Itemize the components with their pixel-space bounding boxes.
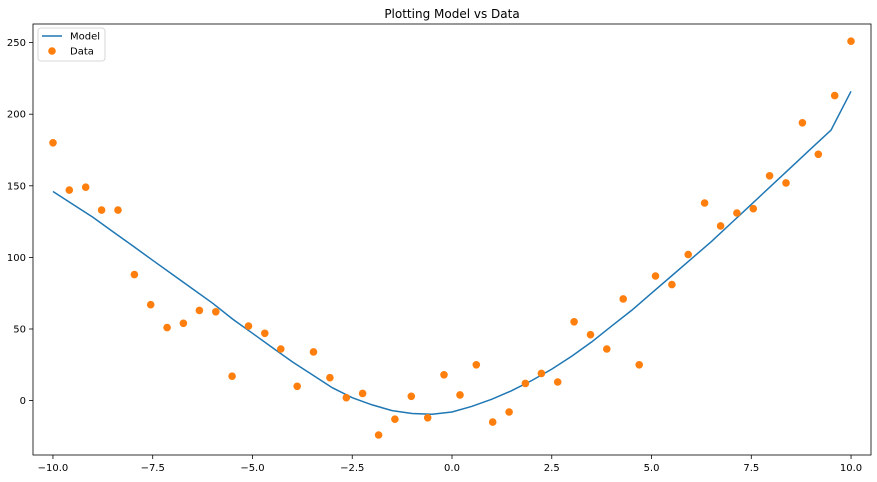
legend-entry-label: Data xyxy=(70,47,94,58)
x-tick-label: 5.0 xyxy=(644,463,660,474)
data-point xyxy=(244,322,253,330)
data-point xyxy=(309,348,318,356)
data-point xyxy=(798,119,807,127)
data-point xyxy=(570,318,578,326)
legend: Model Data xyxy=(37,27,106,62)
legend-marker-swatch xyxy=(48,47,56,55)
x-tick-label: 7.5 xyxy=(743,463,759,474)
x-tick-label: −5.0 xyxy=(240,463,264,474)
data-point xyxy=(830,91,839,100)
data-point xyxy=(440,371,448,379)
data-point xyxy=(553,378,562,386)
data-point xyxy=(423,414,432,422)
data-point xyxy=(195,306,204,315)
data-point xyxy=(358,389,367,398)
data-point xyxy=(782,179,790,187)
x-tick-label: −7.5 xyxy=(141,463,165,474)
data-point xyxy=(847,37,855,45)
data-point xyxy=(765,172,774,180)
y-tick-label: 200 xyxy=(7,110,26,121)
x-tick-label: 2.5 xyxy=(544,463,560,474)
y-tick-label: 150 xyxy=(7,181,26,192)
data-point xyxy=(342,393,351,402)
data-point xyxy=(619,295,627,303)
data-point xyxy=(391,415,399,424)
data-point xyxy=(603,345,611,353)
data-point xyxy=(651,272,660,280)
data-point xyxy=(716,222,725,230)
data-point xyxy=(65,186,74,194)
data-point xyxy=(374,431,383,439)
x-tick-label: 10.0 xyxy=(840,463,862,474)
data-point xyxy=(277,345,285,353)
y-axis: 0 50 100 150 200 250 xyxy=(7,38,33,407)
x-axis: −10.0 −7.5 −5.0 −2.5 0.0 2.5 5.0 7.5 10.0 xyxy=(38,455,862,474)
data-point xyxy=(97,206,106,214)
data-point xyxy=(114,206,122,214)
data-point xyxy=(700,199,709,207)
y-tick-label: 100 xyxy=(7,253,26,264)
data-point xyxy=(505,408,513,416)
data-point xyxy=(472,361,481,369)
chart-title: Plotting Model vs Data xyxy=(384,7,519,21)
data-point xyxy=(488,418,497,426)
data-point xyxy=(521,379,530,388)
data-point xyxy=(537,369,546,378)
data-point xyxy=(212,308,220,316)
data-point xyxy=(814,150,823,159)
model-line xyxy=(52,90,852,415)
x-tick-label: 0.0 xyxy=(444,463,460,474)
data-point xyxy=(635,361,643,369)
data-point xyxy=(179,319,188,328)
data-point xyxy=(668,280,676,289)
data-point xyxy=(146,300,155,309)
y-tick-label: 50 xyxy=(13,324,26,335)
data-point xyxy=(456,391,464,399)
data-point xyxy=(261,329,269,338)
data-point xyxy=(733,209,741,217)
data-point xyxy=(49,139,57,147)
data-point xyxy=(293,382,302,391)
data-point xyxy=(749,204,758,213)
y-tick-label: 0 xyxy=(20,396,26,407)
data-point xyxy=(586,330,595,339)
x-tick-label: −10.0 xyxy=(38,463,69,474)
data-point xyxy=(163,323,171,332)
axes-frame xyxy=(32,23,872,456)
data-point xyxy=(228,372,236,381)
y-tick-label: 250 xyxy=(7,38,26,49)
data-point xyxy=(130,270,139,279)
x-tick-label: −2.5 xyxy=(340,463,364,474)
data-point xyxy=(326,373,334,382)
data-point xyxy=(81,183,90,191)
data-point xyxy=(684,250,692,259)
data-point xyxy=(407,392,416,401)
plot-area xyxy=(49,37,855,439)
legend-entry-label: Model xyxy=(70,32,100,43)
